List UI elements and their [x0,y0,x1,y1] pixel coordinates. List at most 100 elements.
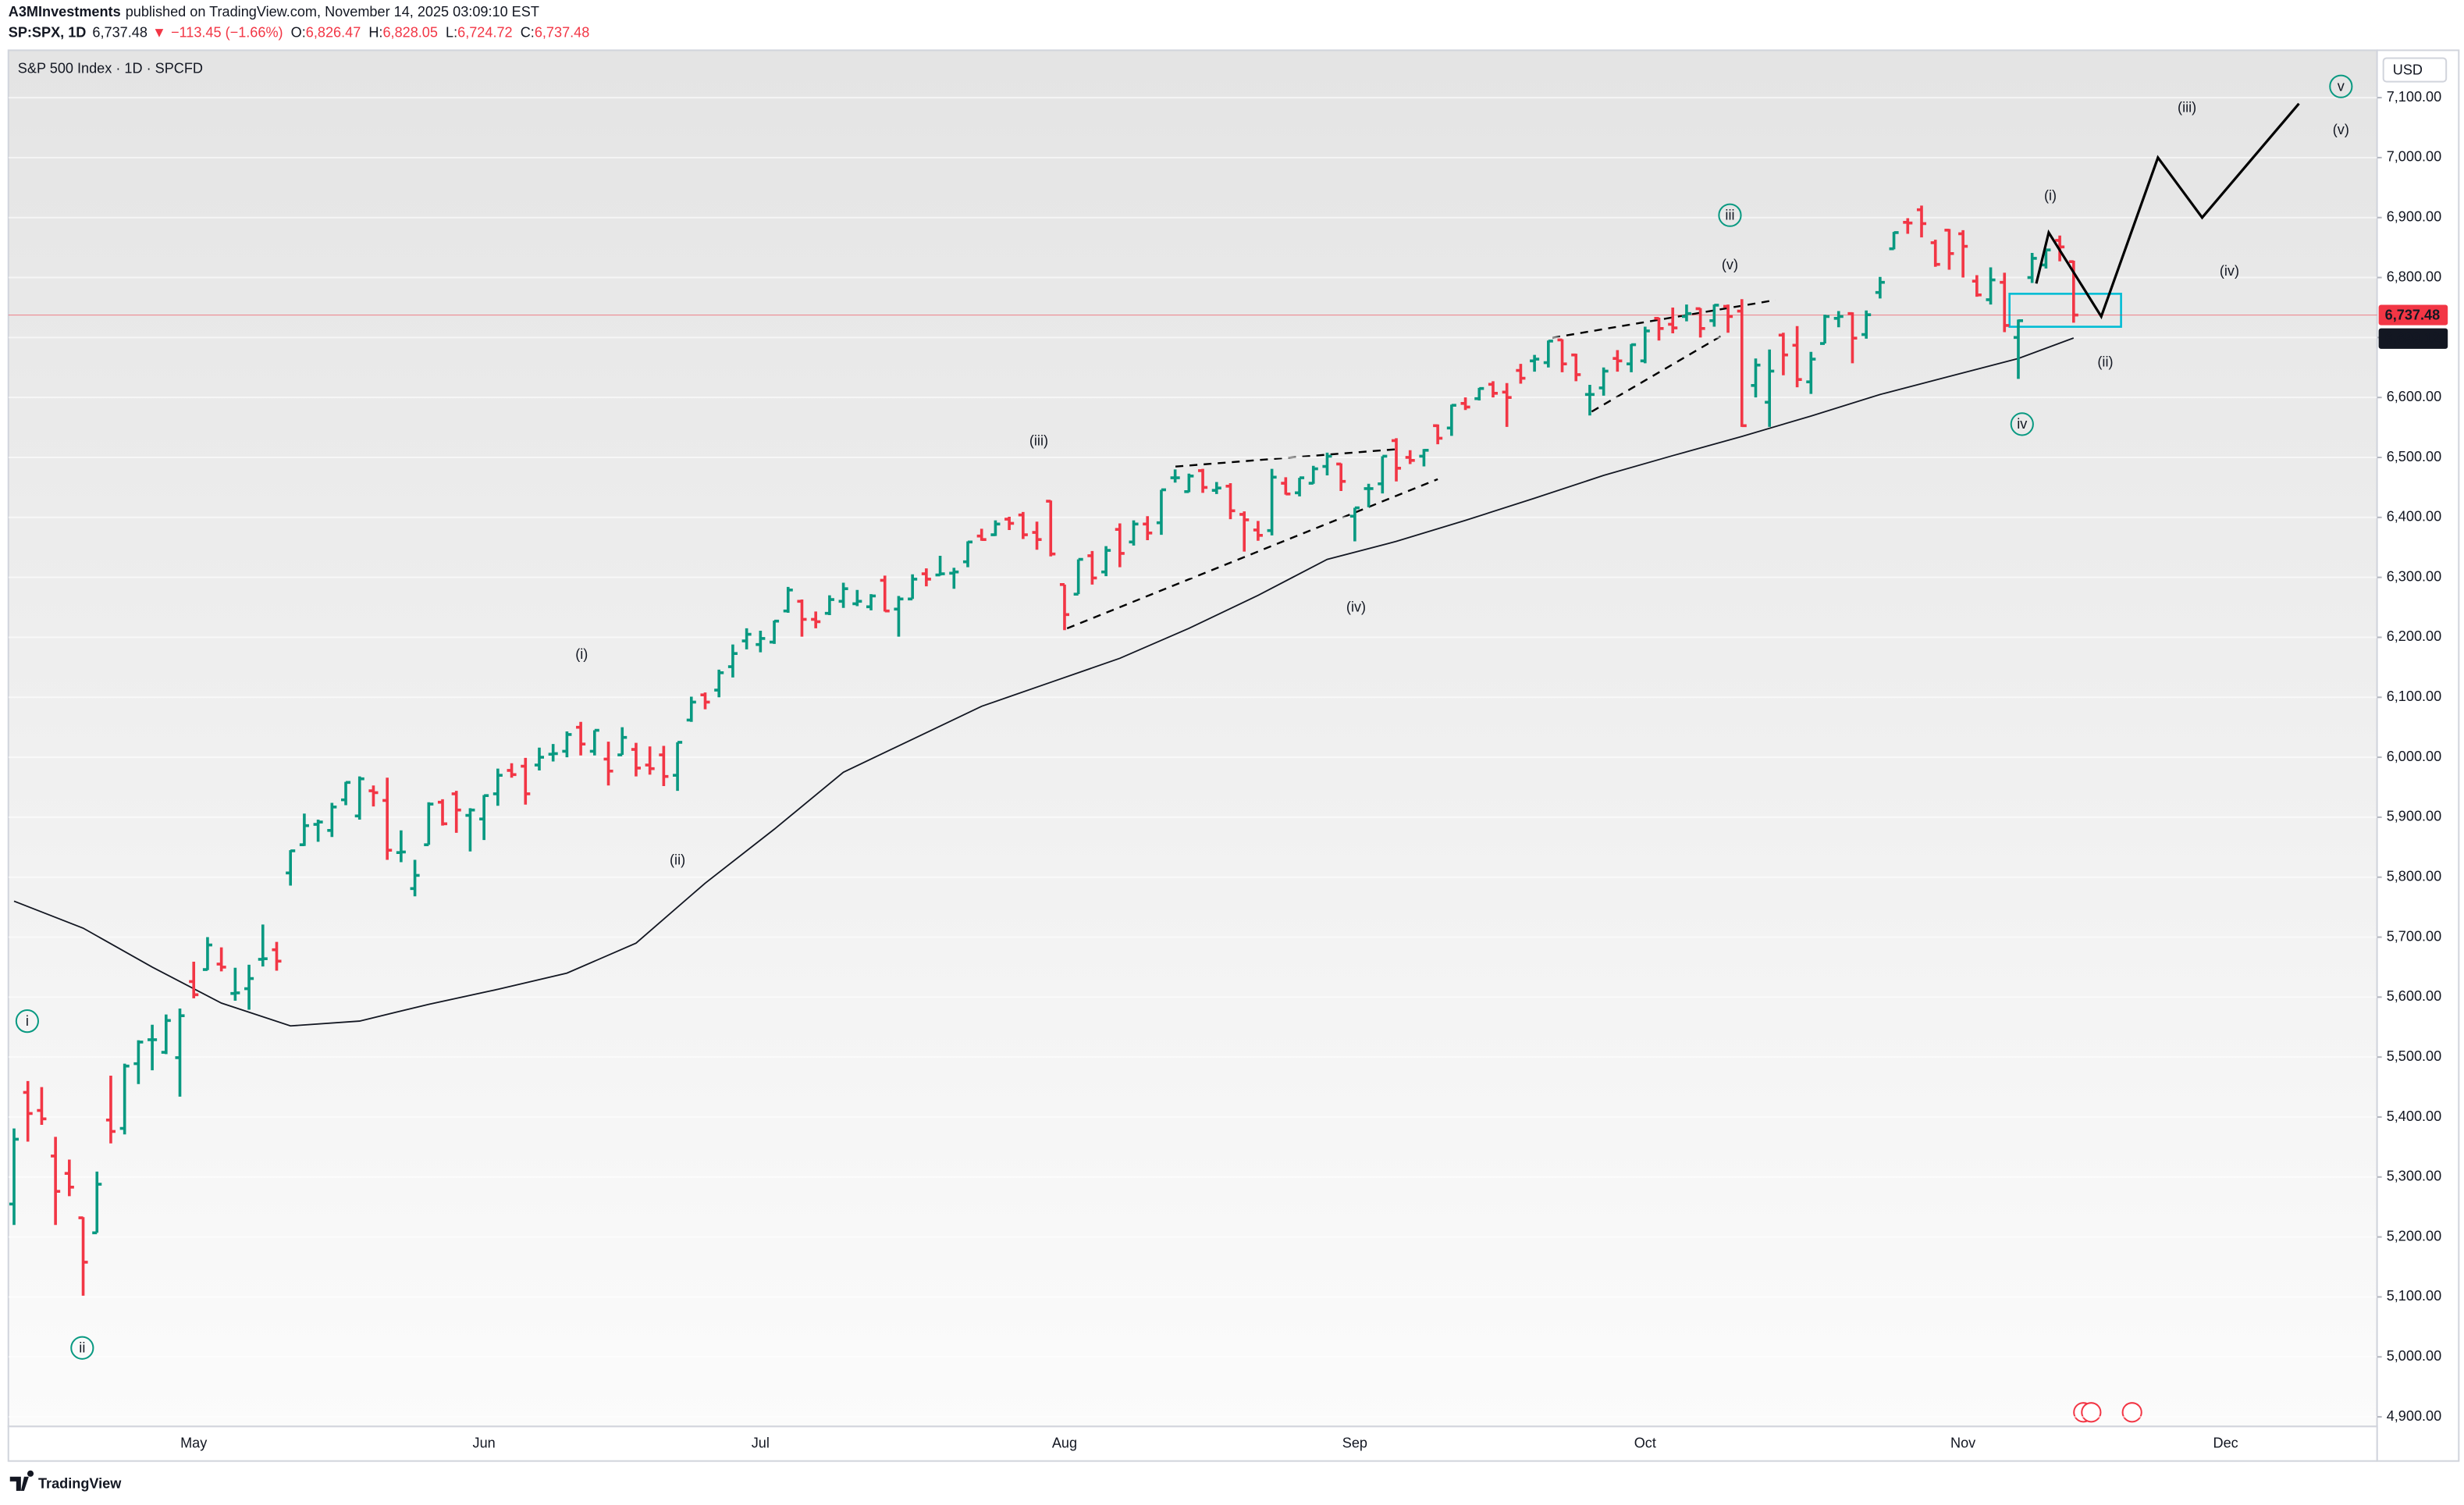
price-bar [410,859,420,897]
y-tick-label: 7,100.00 [2387,89,2442,105]
price-bar [962,540,973,567]
currency[interactable]: USD [2393,62,2423,77]
price-bar [175,1008,185,1097]
price-label: 6,699.12 [2385,331,2441,347]
logo-icon [9,1470,34,1491]
price-bar [838,582,848,608]
flag[interactable] [2081,1402,2102,1423]
y-tick-label: 6,500.00 [2387,449,2442,464]
price-bar [811,611,821,628]
price-bar [1308,465,1318,485]
price-bar [396,830,406,863]
price-bar [1073,557,1083,596]
price-bar [272,941,282,971]
brand: TradingView [38,1476,122,1492]
price-bar [1543,340,1553,368]
price-bar [1156,488,1166,535]
wedge-line [1066,478,1438,630]
price-axis [2376,49,2460,1462]
price-bar [894,596,904,637]
price-bar [1627,343,1637,372]
y-tick-label: 6,300.00 [2387,568,2442,584]
price-bar [465,808,475,852]
price-bar [492,768,503,806]
y-tick-label: 5,700.00 [2387,928,2442,944]
x-tick-label: Nov [1950,1435,1975,1450]
currency-box[interactable] [2382,57,2448,83]
price-bar [783,586,793,613]
y-tick-label: 5,200.00 [2387,1228,2442,1243]
price-bar [1198,468,1208,493]
wave-label: (ii) [670,852,685,868]
price-bar [1847,311,1858,364]
price-bar [1419,448,1429,467]
price-bar [1668,307,1678,333]
projection-path [2035,102,2300,320]
ohlc-value: 6,724.72 [457,24,513,40]
arrow: ▼ [152,24,166,40]
price-bar [161,1014,171,1055]
price-bar [1488,381,1499,398]
price-bar [1516,364,1526,384]
wave-circle [2329,74,2353,98]
x-tick-label: Sep [1342,1435,1367,1450]
wave-label: (v) [1722,257,1738,272]
price-bar [1129,520,1139,546]
price-bar [1598,367,1609,396]
price-bar [1170,469,1180,483]
wave-circle [70,1336,94,1360]
published: published on TradingView.com, November 1… [126,4,539,20]
price-bar [327,802,337,838]
y-tick-label: 6,200.00 [2387,628,2442,644]
price-bar [1737,299,1747,428]
price-bar [880,575,890,613]
price-bar [1087,550,1097,585]
price-bar [935,555,945,577]
price-bar [645,746,655,775]
price-bar [603,742,613,786]
header-line-2: SP:SPX, 1D 6,737.48 ▼ −113.45 (−1.66%) O:6,8… [9,24,590,40]
price-bar [673,741,683,792]
price-bar [51,1137,61,1226]
price-bar [1654,316,1664,341]
price-bar [2000,272,2010,333]
price-bar [1267,468,1277,535]
price-bar [189,962,199,998]
x-tick-label: Oct [1634,1435,1656,1450]
price-bar [908,574,918,601]
price-bar [1571,353,1581,382]
price-bar [230,967,240,1001]
price-bar [714,669,724,698]
price-bar [1861,310,1872,339]
price-bar [1433,424,1443,445]
price-bar [1378,454,1388,494]
price-bar [659,745,669,786]
plot: iii(i)(ii)(iii)(iv)(v)iiiiv(i)(ii)(iii)(… [8,74,2377,1423]
wedge-line [1175,448,1396,468]
price-bar [313,819,323,842]
price-bar [576,721,586,756]
price-bar [534,747,545,770]
price-bar [1502,382,1512,427]
price-bar [1986,267,1996,305]
price-bar [976,528,987,542]
price-bar [866,594,876,610]
y-tick-label: 5,900.00 [2387,809,2442,824]
price-bar [1833,311,1844,328]
price-bar [1889,231,1899,251]
price-bar [119,1063,130,1135]
legend: S&P 500 Index · 1D · SPCFD [18,60,203,76]
y-tick-label: 6,800.00 [2387,269,2442,284]
price-bar [727,644,738,678]
price-bar [2013,319,2024,379]
price-label-box [2378,304,2448,326]
price-bar [700,692,710,710]
y-tick-label: 5,600.00 [2387,988,2442,1004]
price-bar [1903,218,1913,234]
y-tick-label: 7,000.00 [2387,149,2442,165]
ohlc-key: C: [521,24,535,40]
price-bar [1875,276,1885,299]
price-bar [148,1024,158,1071]
flag[interactable] [2121,1402,2142,1423]
